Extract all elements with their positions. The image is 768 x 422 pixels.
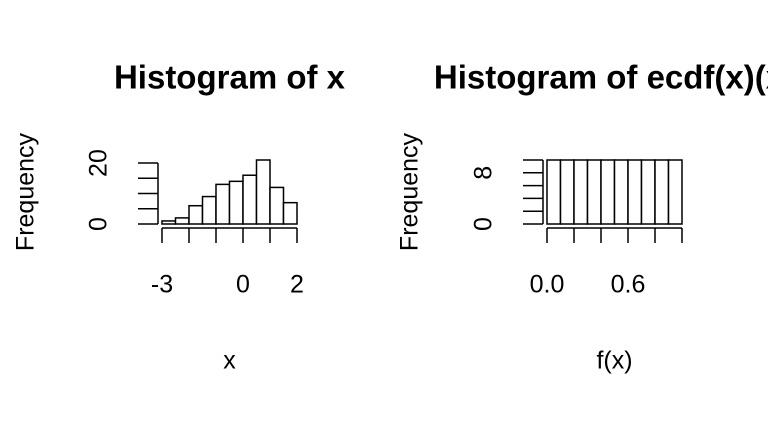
x-axis-label: f(x) bbox=[596, 347, 632, 375]
bar bbox=[586, 159, 602, 225]
bar bbox=[654, 159, 670, 225]
y-tick-label: 20 bbox=[85, 149, 113, 177]
bar bbox=[282, 201, 298, 225]
bar bbox=[242, 174, 258, 225]
bar bbox=[188, 204, 204, 225]
x-tick-label: 0.6 bbox=[611, 271, 646, 299]
bar bbox=[573, 159, 589, 225]
x-axis-label: x bbox=[223, 347, 236, 375]
chart-title: Histogram of x bbox=[114, 59, 346, 96]
bar bbox=[546, 159, 562, 225]
y-axis-label: Frequency bbox=[396, 132, 424, 251]
x-tick-label: -3 bbox=[151, 271, 173, 299]
y-axis-label: Frequency bbox=[12, 132, 40, 251]
bar bbox=[613, 159, 629, 225]
x-tick-label: 2 bbox=[290, 271, 304, 299]
bar bbox=[228, 180, 244, 225]
x-tick-label: 0 bbox=[236, 271, 250, 299]
y-tick-label: 8 bbox=[470, 166, 498, 180]
bar bbox=[667, 159, 683, 225]
bar bbox=[559, 159, 575, 225]
y-tick-label: 0 bbox=[470, 217, 498, 231]
bar bbox=[201, 195, 217, 225]
bar bbox=[640, 159, 656, 225]
bar bbox=[255, 159, 271, 225]
bar bbox=[600, 159, 616, 225]
bar bbox=[627, 159, 643, 225]
bar bbox=[161, 220, 177, 225]
chart-title: Histogram of ecdf(x)(x) bbox=[434, 59, 768, 96]
x-tick-label: 0.0 bbox=[530, 271, 565, 299]
y-tick-label: 0 bbox=[85, 217, 113, 231]
bar bbox=[174, 217, 190, 225]
bar bbox=[269, 186, 285, 225]
bar bbox=[215, 183, 231, 225]
